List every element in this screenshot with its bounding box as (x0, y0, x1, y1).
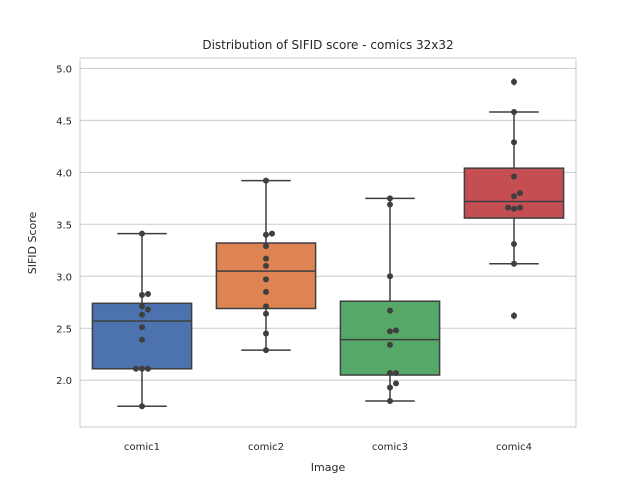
x-tick-labels: comic1 comic2 comic3 comic4 (124, 442, 532, 453)
x-tick-label: comic3 (372, 442, 408, 453)
data-point (511, 173, 517, 180)
data-point (511, 109, 517, 116)
chart-title: Distribution of SIFID score - comics 32x… (202, 38, 453, 52)
x-tick-label: comic4 (496, 442, 532, 453)
data-point (263, 255, 269, 262)
data-point (393, 380, 399, 387)
data-point (139, 365, 145, 372)
y-axis-label: SIFID Score (26, 211, 39, 274)
data-point (387, 195, 393, 202)
data-point (263, 177, 269, 184)
y-tick-label: 3.5 (56, 220, 72, 231)
y-tick-label: 3.0 (56, 272, 72, 283)
y-tick-label: 2.0 (56, 376, 72, 387)
data-point (393, 327, 399, 334)
data-point (511, 241, 517, 248)
data-point (387, 307, 393, 314)
data-point (263, 330, 269, 337)
data-point (269, 230, 275, 237)
y-tick-label: 4.5 (56, 116, 72, 127)
data-point (511, 312, 517, 319)
y-tick-label: 2.5 (56, 324, 72, 335)
data-point (511, 139, 517, 146)
data-point (511, 78, 517, 85)
data-point (511, 260, 517, 267)
data-point (139, 324, 145, 331)
data-point (145, 306, 151, 313)
data-point (263, 276, 269, 283)
data-point (139, 230, 145, 237)
data-point (263, 303, 269, 310)
data-point (387, 384, 393, 391)
data-point (263, 347, 269, 354)
y-tick-label: 4.0 (56, 168, 72, 179)
data-point (139, 336, 145, 343)
x-tick-label: comic2 (248, 442, 284, 453)
data-point (387, 341, 393, 348)
data-point (387, 328, 393, 335)
data-point (145, 365, 151, 372)
data-point (511, 193, 517, 200)
data-point (387, 201, 393, 208)
y-tick-label: 5.0 (56, 64, 72, 75)
data-point (263, 310, 269, 317)
data-point (263, 231, 269, 238)
x-axis-label: Image (311, 461, 346, 474)
data-point (133, 365, 139, 372)
data-point (263, 288, 269, 295)
data-point (139, 311, 145, 318)
data-point (393, 369, 399, 376)
data-point (511, 205, 517, 212)
plot-frame (79, 57, 577, 428)
swarm-points-layer (133, 78, 523, 410)
data-point (145, 290, 151, 297)
y-tick-labels: 2.0 2.5 3.0 3.5 4.0 4.5 5.0 (56, 64, 72, 387)
data-point (505, 204, 511, 211)
data-point (139, 303, 145, 310)
data-point (139, 291, 145, 298)
data-point (387, 273, 393, 280)
data-point (139, 403, 145, 410)
data-point (263, 243, 269, 250)
data-point (263, 262, 269, 269)
data-point (517, 190, 523, 197)
data-point (387, 369, 393, 376)
data-point (387, 398, 393, 405)
data-point (517, 204, 523, 211)
iqr-box (215, 242, 317, 310)
x-tick-label: comic1 (124, 442, 160, 453)
boxes-layer (91, 77, 565, 407)
